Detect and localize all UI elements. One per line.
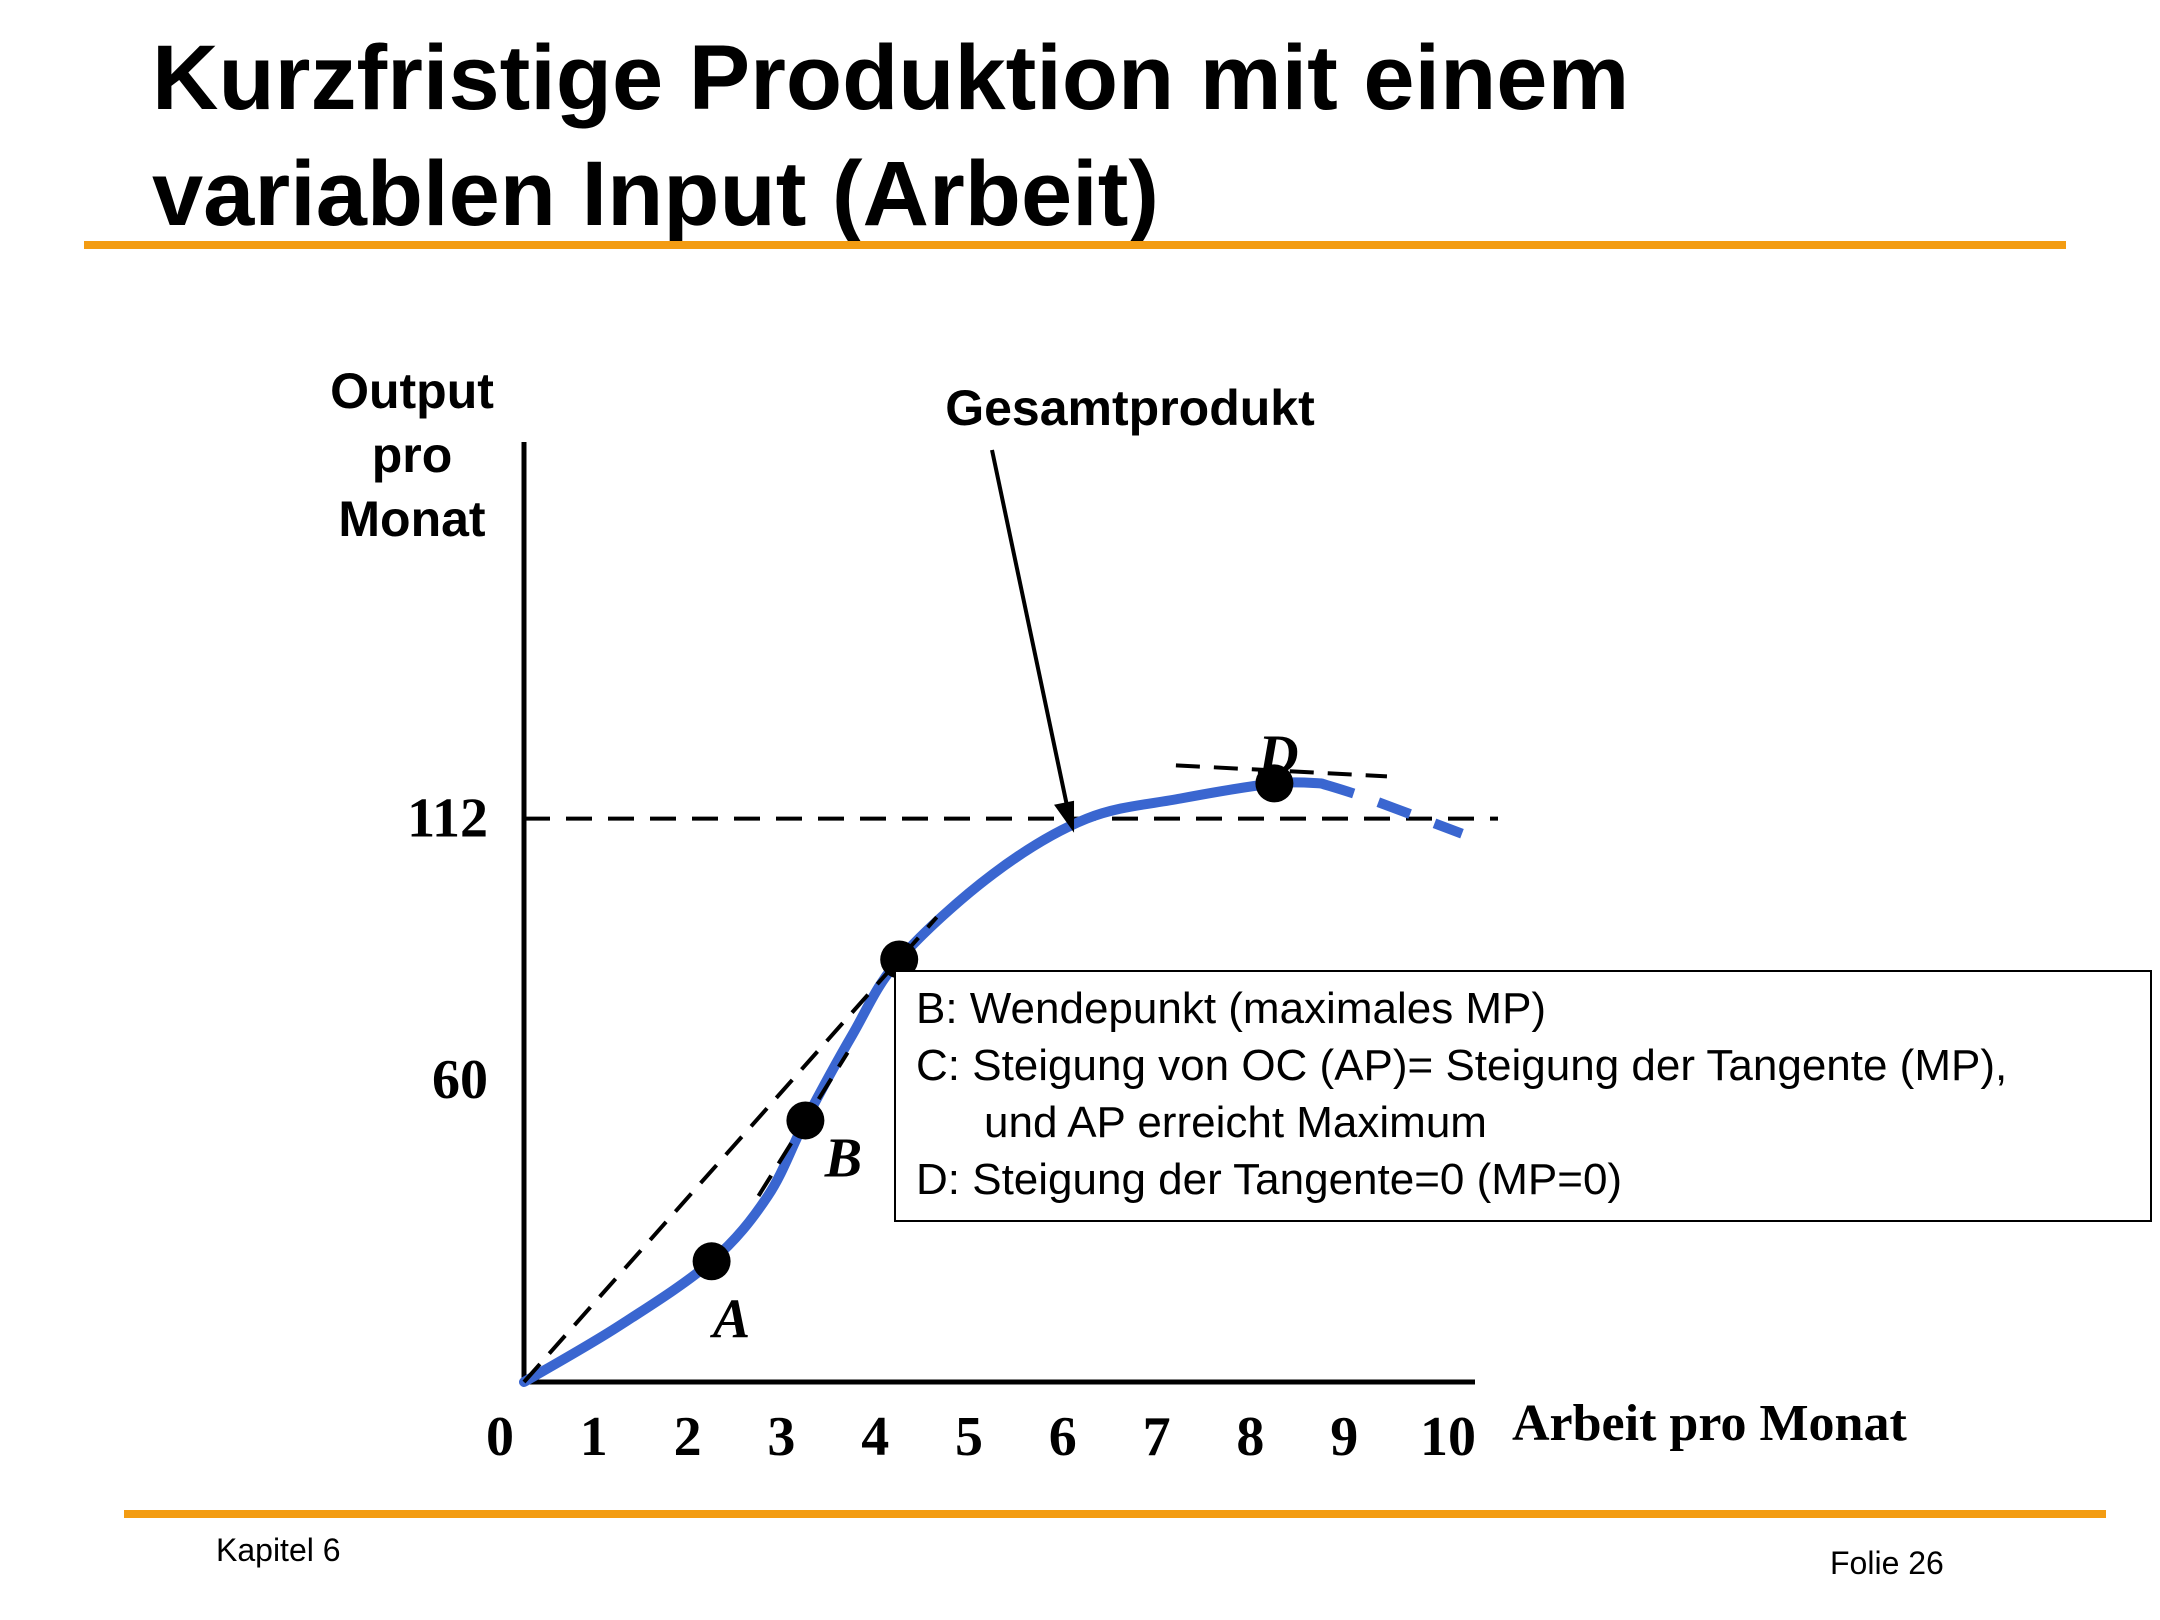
y-tick-label-60: 60 — [432, 1049, 488, 1111]
x-tick-label-5: 5 — [955, 1406, 983, 1468]
slide-title-line-2: variablen Input (Arbeit) — [152, 143, 1159, 245]
curve-annotation-arrow-head — [1054, 800, 1075, 833]
slide-title-line-1: Kurzfristige Produktion mit einem — [152, 27, 1630, 129]
x-tick-label-2: 2 — [674, 1406, 702, 1468]
point-d — [1255, 764, 1294, 803]
curve-annotation-arrow-line — [990, 449, 1070, 812]
legend-line-c-continued: und AP erreicht Maximum — [984, 1098, 1487, 1147]
x-axis-title: Arbeit pro Monat — [1512, 1395, 1907, 1452]
x-tick-label-3: 3 — [767, 1406, 795, 1468]
point-label-d: D — [1257, 724, 1298, 786]
legend-line-d: D: Steigung der Tangente=0 (MP=0) — [916, 1155, 1623, 1204]
x-tick-label-1: 1 — [580, 1406, 608, 1468]
x-tick-label-10: 10 — [1420, 1406, 1476, 1468]
slide-title: Kurzfristige Produktion mit einem variab… — [152, 20, 1629, 252]
x-tick-label-4: 4 — [861, 1406, 889, 1468]
y-axis-title-line-3: Monat — [338, 491, 486, 547]
total-product-curve — [519, 777, 1327, 1387]
x-tick-label-6: 6 — [1049, 1406, 1077, 1468]
point-c — [880, 940, 919, 979]
tangent-through-origin-c — [522, 915, 939, 1384]
y-tick-label-112: 112 — [407, 788, 488, 850]
footer-chapter: Kapitel 6 — [216, 1532, 341, 1568]
point-a — [692, 1242, 731, 1281]
footer-slide-number: Folie 26 — [1830, 1545, 1944, 1581]
point-label-a: A — [710, 1288, 750, 1350]
x-tick-label-7: 7 — [1143, 1406, 1171, 1468]
x-tick-label-9: 9 — [1330, 1406, 1358, 1468]
point-label-b: B — [824, 1127, 862, 1189]
x-tick-label-0: 0 — [486, 1406, 514, 1468]
curve-annotation-label: Gesamtprodukt — [945, 380, 1315, 436]
y-axis-title-line-2: pro — [372, 427, 453, 483]
x-tick-label-8: 8 — [1236, 1406, 1264, 1468]
title-divider — [84, 241, 2066, 249]
legend-line-c: C: Steigung von OC (AP)= Steigung der Ta… — [916, 1041, 2008, 1090]
legend-box: B: Wendepunkt (maximales MP) C: Steigung… — [894, 970, 2152, 1222]
legend-line-b: B: Wendepunkt (maximales MP) — [916, 984, 1547, 1033]
total-product-curve-extrapolated — [1319, 778, 1464, 839]
point-b — [786, 1101, 825, 1140]
y-axis-title-line-1: Output — [330, 363, 494, 419]
footer-divider — [124, 1510, 2106, 1518]
